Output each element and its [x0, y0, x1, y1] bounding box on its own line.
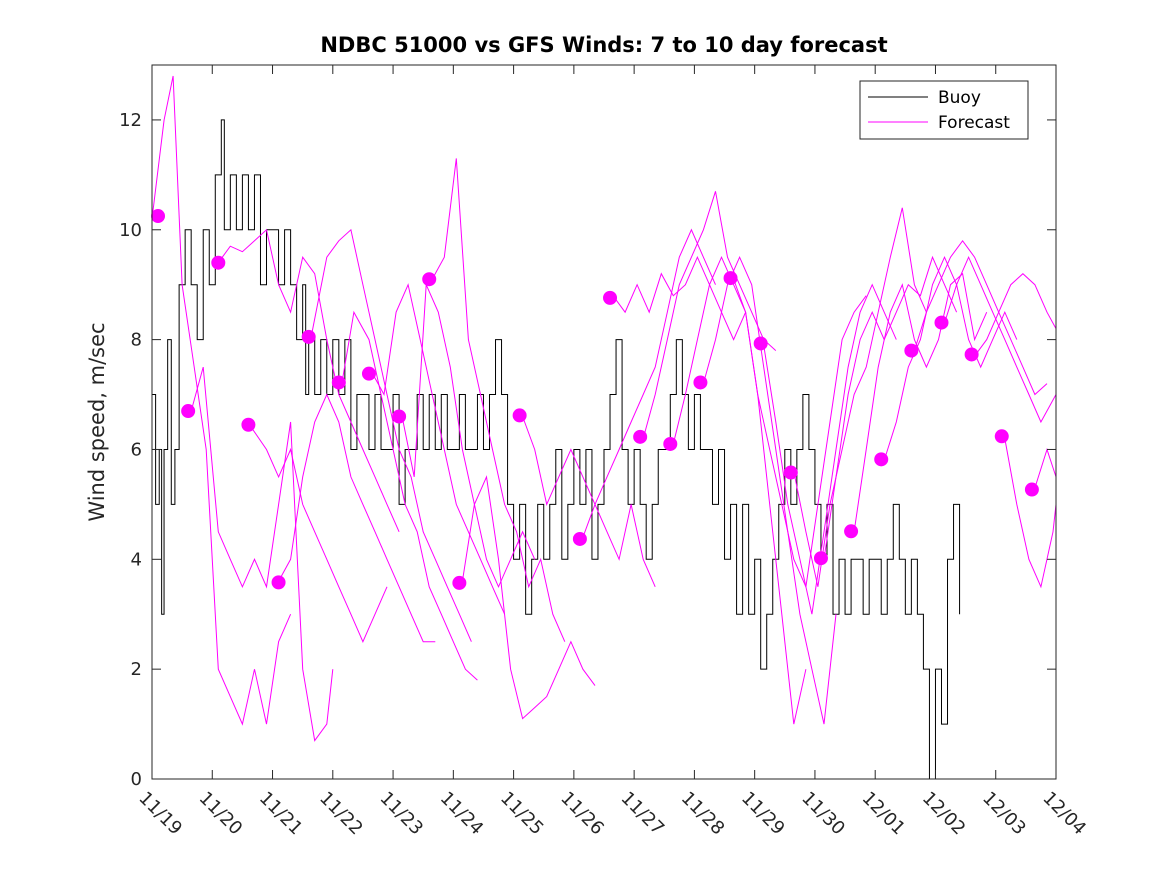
- forecast-line: [913, 239, 1048, 396]
- forecast-marker: [512, 408, 527, 423]
- buoy-series: [152, 119, 961, 780]
- forecast-line: [763, 283, 897, 615]
- forecast-marker: [753, 336, 768, 351]
- forecast-line: [311, 228, 472, 642]
- forecast-line: [217, 228, 400, 533]
- legend-forecast-label: Forecast: [938, 113, 1010, 133]
- forecast-marker: [151, 209, 166, 224]
- forecast-marker: [904, 343, 919, 358]
- forecast-line: [371, 283, 506, 615]
- forecast-line: [278, 393, 436, 643]
- forecast-line: [823, 255, 958, 560]
- forecast-line: [702, 255, 837, 725]
- forecast-line: [974, 273, 1057, 357]
- forecast-marker: [211, 255, 226, 270]
- y-axis-ticks: 0 2 4 6 8 10 12: [119, 110, 1056, 790]
- y-tick-label: 8: [131, 330, 142, 351]
- forecast-markers: [151, 209, 1039, 590]
- plot-area: [152, 65, 1056, 779]
- y-axis-label: Wind speed, m/sec: [85, 322, 109, 521]
- forecast-marker: [331, 375, 346, 390]
- forecast-line: [250, 427, 388, 643]
- forecast-line: [793, 207, 927, 587]
- forecast-marker: [663, 436, 678, 451]
- y-tick-label: 0: [131, 769, 142, 790]
- axes-box: [151, 64, 1057, 780]
- forecast-marker: [723, 271, 738, 286]
- forecast-line: [190, 366, 334, 742]
- forecast-marker: [271, 575, 286, 590]
- forecast-series: [151, 75, 1057, 742]
- forecast-line: [672, 255, 807, 725]
- forecast-marker: [693, 375, 708, 390]
- forecast-marker: [241, 417, 256, 432]
- forecast-line: [642, 191, 777, 439]
- y-tick-label: 6: [131, 439, 142, 460]
- forecast-line: [401, 284, 536, 589]
- forecast-line: [582, 228, 716, 538]
- chart-title: NDBC 51000 vs GFS Winds: 7 to 10 day for…: [320, 33, 887, 57]
- forecast-marker: [572, 531, 587, 546]
- y-tick-label: 2: [131, 659, 142, 680]
- forecast-line: [612, 255, 747, 341]
- forecast-line: [883, 255, 1018, 461]
- forecast-line: [431, 158, 566, 642]
- forecast-line: [1004, 438, 1057, 589]
- forecast-marker: [844, 524, 859, 539]
- forecast-marker: [934, 315, 949, 330]
- forecast-marker: [874, 452, 889, 467]
- legend-box: [859, 80, 1029, 140]
- forecast-line: [151, 75, 292, 726]
- y-tick-label: 10: [119, 220, 142, 241]
- forecast-marker: [964, 347, 979, 362]
- legend-buoy-label: Buoy: [938, 88, 981, 108]
- forecast-line: [461, 475, 596, 720]
- forecast-marker: [422, 272, 437, 287]
- forecast-line: [944, 255, 1057, 424]
- forecast-marker: [994, 429, 1009, 444]
- forecast-line: [522, 416, 656, 587]
- forecast-marker: [392, 409, 407, 424]
- forecast-line: [733, 279, 867, 589]
- forecast-marker: [633, 429, 648, 444]
- forecast-marker: [181, 404, 196, 419]
- forecast-marker: [813, 551, 828, 566]
- legend: Buoy Forecast: [859, 80, 1029, 140]
- forecast-marker: [783, 465, 798, 480]
- forecast-marker: [1024, 482, 1039, 497]
- buoy-line: [152, 119, 961, 780]
- forecast-marker: [603, 290, 618, 305]
- forecast-marker: [361, 366, 376, 381]
- y-tick-label: 12: [119, 110, 142, 131]
- y-tick-label: 4: [131, 549, 142, 570]
- forecast-marker: [452, 575, 467, 590]
- forecast-line: [341, 310, 478, 681]
- forecast-marker: [301, 329, 316, 344]
- forecast-line: [853, 272, 988, 532]
